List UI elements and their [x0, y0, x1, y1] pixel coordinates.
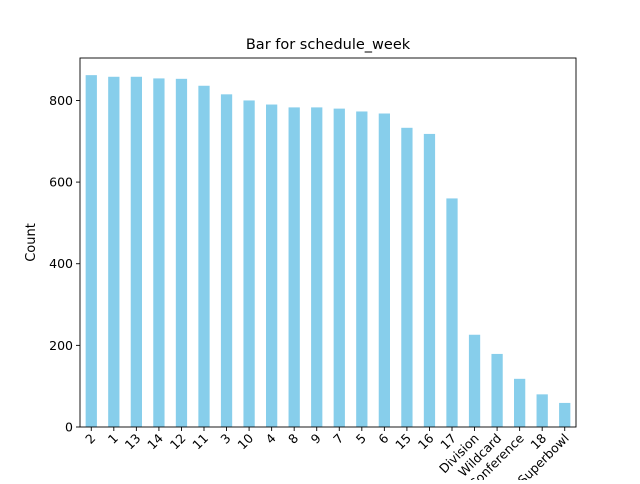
bar-12	[175, 78, 188, 427]
bar-16	[423, 133, 436, 428]
bar-superbowl	[559, 402, 571, 427]
bar-15	[401, 127, 413, 428]
y-tick-label: 800	[49, 93, 73, 108]
x-tick-label: 10	[234, 430, 256, 452]
bar-18	[536, 394, 548, 427]
x-tick-label: 6	[375, 430, 391, 446]
bar-1	[108, 76, 120, 427]
x-tick-label: 1	[105, 431, 121, 447]
y-tick-label: 600	[49, 175, 73, 190]
x-tick-label: 9	[308, 430, 324, 446]
bar-9	[311, 107, 323, 427]
x-tick-label: 15	[392, 431, 414, 453]
x-tick-label: 5	[353, 431, 369, 447]
bar-13	[130, 76, 142, 427]
x-tick-label: 4	[263, 430, 279, 446]
x-tick-label: 11	[189, 431, 211, 453]
x-axis: 2 1 13 14 12 11 3 10 4 8 9 7 5 6 15 16 17DivisionWildcar…	[82, 427, 572, 484]
bar-10	[243, 100, 255, 427]
x-tick-label: 2	[82, 431, 98, 447]
bar-conference	[514, 378, 526, 427]
bar-6	[378, 113, 390, 427]
bar-5	[356, 111, 368, 427]
chart-title: Bar for schedule_week	[246, 37, 411, 53]
x-tick-label: 8	[285, 430, 301, 446]
y-tick-label: 200	[49, 338, 73, 353]
bars-group	[85, 75, 571, 428]
bar-wildcard	[491, 353, 503, 427]
x-tick-label: 7	[330, 431, 346, 447]
y-tick-label: 400	[49, 256, 73, 271]
plot-frame	[79, 57, 577, 428]
bar-14	[153, 78, 165, 427]
y-axis-label: Count	[24, 223, 39, 262]
y-tick-label: 0	[65, 420, 73, 435]
bar-4	[266, 104, 278, 427]
bar-11	[198, 85, 210, 427]
bar-8	[288, 107, 300, 427]
bar-17	[446, 198, 458, 427]
y-axis: 0 200 400 600 800	[49, 93, 80, 435]
x-tick-label: 3	[217, 431, 233, 447]
x-tick-label: 16	[415, 430, 437, 452]
x-tick-label: 14	[144, 430, 166, 452]
x-tick-label: 13	[122, 431, 144, 453]
bar-2	[85, 75, 97, 427]
bar-3	[220, 94, 233, 427]
bar-7	[333, 108, 345, 428]
bar-division	[468, 334, 481, 427]
x-tick-label: 12	[167, 431, 189, 453]
